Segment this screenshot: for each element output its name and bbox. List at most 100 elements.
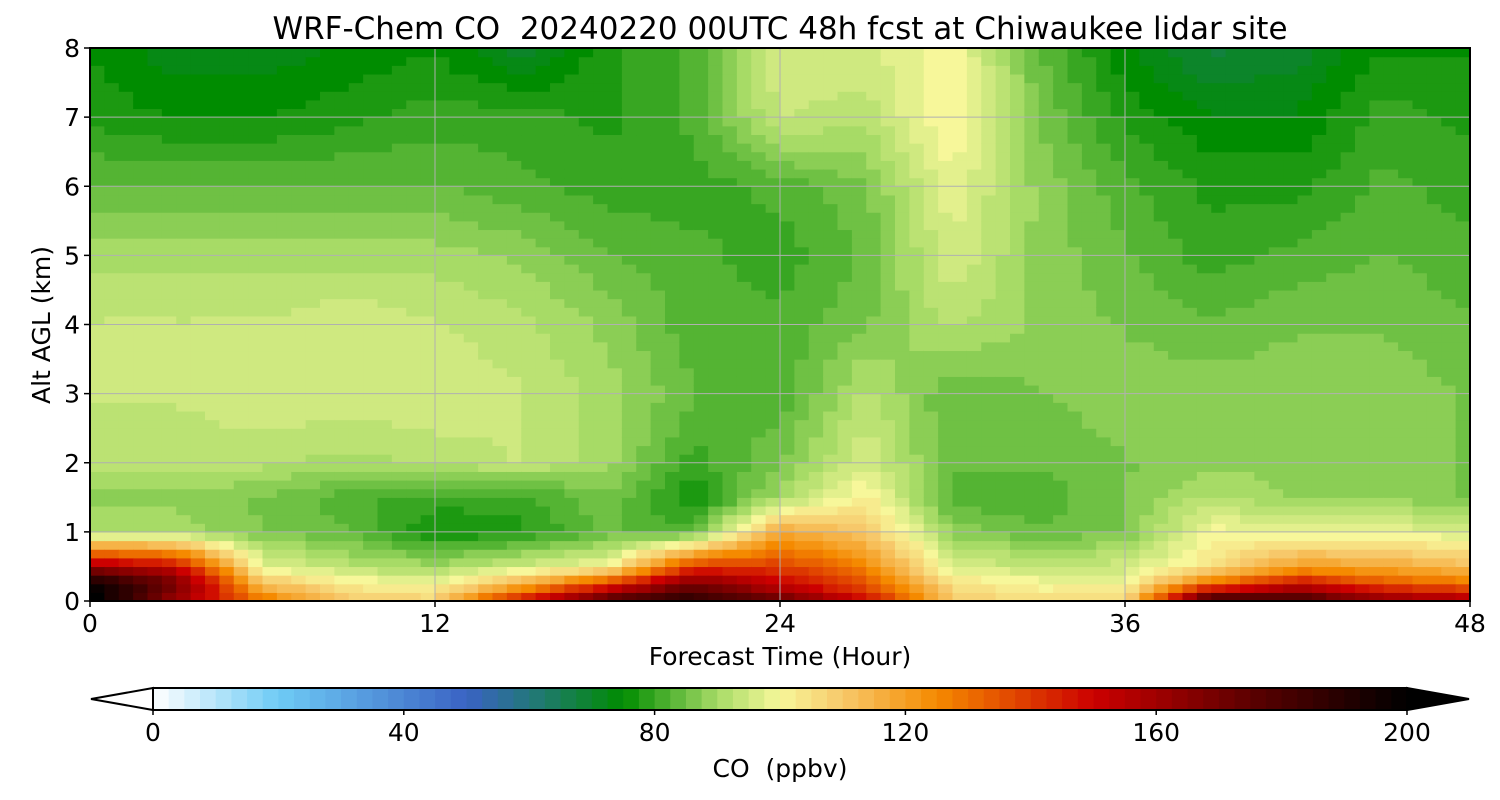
heatmap-cell <box>895 212 910 222</box>
heatmap-cell <box>133 549 149 559</box>
heatmap-cell <box>320 445 335 455</box>
heatmap-cell <box>636 82 652 92</box>
heatmap-cell <box>794 108 810 118</box>
heatmap-cell <box>780 65 795 75</box>
heatmap-cell <box>147 505 163 516</box>
heatmap-cell <box>866 410 882 421</box>
heatmap-cell <box>233 73 249 84</box>
heatmap-cell <box>564 168 580 179</box>
heatmap-cell <box>147 324 163 334</box>
heatmap-cell <box>751 73 767 84</box>
heatmap-cell <box>981 341 997 352</box>
heatmap-cell <box>276 376 292 386</box>
heatmap-cell <box>679 65 695 75</box>
heatmap-cell <box>1139 264 1155 274</box>
heatmap-cell <box>851 505 867 516</box>
heatmap-cell <box>463 557 479 568</box>
heatmap-cell <box>478 73 494 84</box>
heatmap-cell <box>1110 108 1126 118</box>
heatmap-cell <box>966 341 982 352</box>
heatmap-cell <box>1125 143 1140 153</box>
heatmap-cell <box>866 315 882 326</box>
heatmap-cell <box>607 151 623 161</box>
heatmap-cell <box>334 91 350 101</box>
heatmap-cell <box>780 117 795 127</box>
heatmap-cell <box>808 445 824 455</box>
heatmap-cell <box>1038 91 1054 101</box>
heatmap-cell <box>133 143 149 153</box>
heatmap-cell <box>1081 238 1097 248</box>
heatmap-cell <box>435 419 450 429</box>
heatmap-cell <box>478 117 494 127</box>
heatmap-cell <box>837 238 853 248</box>
heatmap-cell <box>262 566 278 576</box>
heatmap-cell <box>420 168 436 179</box>
heatmap-cell <box>276 272 292 282</box>
heatmap-cell <box>607 246 623 256</box>
heatmap-cell <box>808 48 824 58</box>
heatmap-cell <box>1153 445 1169 455</box>
heatmap-cell <box>1053 220 1069 231</box>
heatmap-cell <box>406 289 422 300</box>
heatmap-cell <box>1125 410 1140 421</box>
heatmap-cell <box>923 341 939 352</box>
heatmap-cell <box>406 445 422 455</box>
heatmap-cell <box>966 497 982 507</box>
heatmap-cell <box>334 592 350 601</box>
heatmap-cell <box>708 151 724 161</box>
heatmap-cell <box>866 384 882 395</box>
heatmap-cell <box>708 203 724 213</box>
heatmap-cell <box>923 488 939 498</box>
heatmap-cell <box>118 436 134 447</box>
heatmap-cell <box>305 549 321 559</box>
heatmap-cell <box>406 557 422 568</box>
heatmap-cell <box>593 272 609 282</box>
heatmap-cell <box>607 488 623 498</box>
heatmap-cell <box>607 125 623 136</box>
heatmap-cell <box>233 523 249 533</box>
heatmap-cell <box>190 108 206 118</box>
heatmap-cell <box>1182 393 1198 403</box>
heatmap-cell <box>320 56 335 66</box>
heatmap-cell <box>535 471 551 481</box>
heatmap-cell <box>909 160 925 170</box>
heatmap-cell <box>305 73 321 84</box>
heatmap-cell <box>895 523 910 533</box>
heatmap-cell <box>981 549 997 559</box>
heatmap-cell <box>1010 160 1025 170</box>
heatmap-cell <box>161 480 177 490</box>
heatmap-cell <box>463 212 479 222</box>
heatmap-cell <box>923 212 939 222</box>
heatmap-cell <box>679 393 695 403</box>
heatmap-cell <box>420 238 436 248</box>
heatmap-cell <box>506 575 522 585</box>
heatmap-cell <box>636 376 652 386</box>
heatmap-cell <box>334 203 350 213</box>
heatmap-cell <box>420 272 436 282</box>
heatmap-cell <box>794 229 810 239</box>
heatmap-cell <box>363 151 379 161</box>
heatmap-cell <box>305 48 321 58</box>
heatmap-cell <box>1038 143 1054 153</box>
heatmap-cell <box>161 143 177 153</box>
heatmap-cell <box>1125 289 1140 300</box>
heatmap-cell <box>449 505 465 516</box>
heatmap-cell <box>981 315 997 326</box>
heatmap-cell <box>176 186 192 196</box>
heatmap-cell <box>1110 410 1126 421</box>
heatmap-cell <box>722 566 738 576</box>
heatmap-cell <box>880 540 896 550</box>
heatmap-cell <box>607 203 623 213</box>
heatmap-cell <box>578 91 594 101</box>
heatmap-cell <box>320 117 335 127</box>
heatmap-cell <box>320 514 335 524</box>
heatmap-cell <box>219 82 235 92</box>
heatmap-cell <box>248 143 264 153</box>
heatmap-cell <box>377 125 393 136</box>
heatmap-cell <box>1024 255 1040 265</box>
heatmap-cell <box>1067 264 1083 274</box>
heatmap-cell <box>765 134 781 144</box>
heatmap-cell <box>1168 419 1184 429</box>
heatmap-cell <box>851 531 867 542</box>
heatmap-cell <box>823 272 839 282</box>
